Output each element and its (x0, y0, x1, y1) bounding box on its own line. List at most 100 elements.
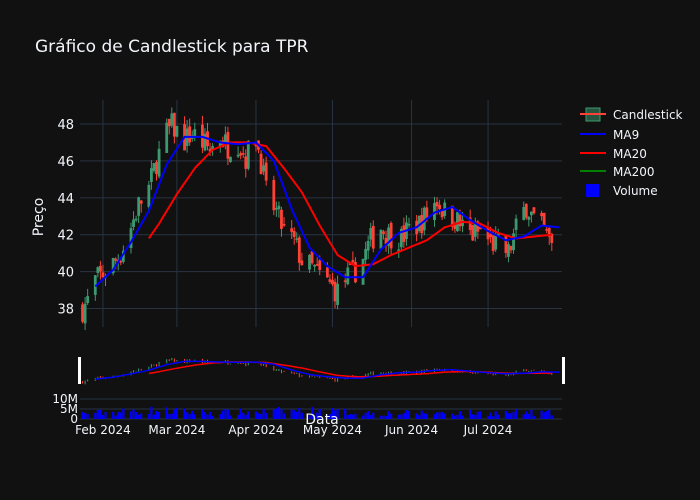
volume-bar (540, 410, 543, 419)
volume-bar (336, 409, 339, 419)
volume-bar (458, 411, 462, 419)
volume-bar (308, 415, 311, 419)
volume-bar (548, 409, 551, 419)
volume-bar (219, 414, 222, 419)
volume-bar (122, 408, 125, 419)
candle-body (529, 211, 533, 216)
volume-bar (354, 413, 357, 419)
legend-item-candlestick[interactable]: Candlestick (580, 107, 683, 122)
volume-bar (237, 415, 240, 419)
x-tick-label: Jul 2024 (463, 423, 513, 437)
tick-label-layer: 38 40 42 44 46 48 Feb 2024 Mar 2024 Apr 2024 May … (52, 118, 512, 437)
candle-body (325, 267, 329, 278)
volume-bar (333, 410, 337, 419)
x-tick-label: Mar 2024 (148, 423, 205, 437)
candle-body (170, 113, 174, 126)
volume-bar (257, 413, 260, 419)
volume-bar (183, 408, 186, 419)
candle-body (450, 205, 454, 227)
legend-item-ma200[interactable]: MA200 (580, 165, 654, 179)
candle-body (172, 112, 176, 137)
y-tick-label: 42 (57, 229, 74, 244)
legend: Candlestick MA9 MA20 MA200 Volume (580, 107, 683, 198)
candle-body (223, 134, 227, 144)
candle-body (99, 265, 102, 272)
volume-bar (379, 415, 383, 419)
volume-bar (435, 412, 439, 419)
volume-bar (173, 409, 176, 419)
volume-bar (382, 415, 385, 419)
volume-bar (112, 411, 115, 419)
legend-item-ma20[interactable]: MA20 (580, 147, 647, 161)
volume-bar (420, 410, 423, 419)
candle-body (547, 227, 551, 237)
volume-bar (86, 413, 89, 419)
candle-body (254, 144, 258, 147)
volume-bar (242, 412, 245, 419)
volume-bar (489, 412, 492, 419)
volume-bar (443, 413, 446, 419)
volume-bar (438, 412, 441, 419)
volume-bar (114, 415, 117, 419)
volume-bar (157, 411, 161, 419)
slider-ma20-line (148, 361, 552, 378)
candle-body (129, 228, 133, 248)
volume-bar (259, 413, 263, 419)
volume-bar (224, 409, 227, 419)
volume-bar (188, 413, 191, 419)
volume-bar (81, 411, 84, 419)
candle-body (328, 279, 332, 282)
candle-body (81, 304, 84, 322)
candle-body (295, 238, 299, 240)
x-tick-label: Apr 2024 (228, 423, 283, 437)
volume-bar (203, 412, 207, 419)
candle-body (402, 225, 406, 243)
candle-body (550, 233, 554, 244)
legend-item-volume[interactable]: Volume (586, 184, 658, 198)
volume-bar (135, 412, 138, 419)
volume-bar (361, 415, 365, 419)
candle-body (244, 156, 248, 169)
candle-body (512, 233, 515, 251)
volume-bar (471, 414, 474, 419)
volume-bar (265, 412, 268, 419)
volume-bar (328, 413, 332, 419)
candle-body (111, 258, 115, 274)
candle-body (382, 231, 385, 234)
volume-bar (351, 414, 354, 419)
volume-bar (293, 410, 296, 419)
candle-body (489, 234, 492, 238)
volume-bar (474, 414, 477, 419)
candle-body (456, 212, 459, 232)
volume-bar (282, 413, 286, 419)
candle-body (297, 237, 301, 263)
volume-bar (453, 415, 456, 419)
x-tick-label: Feb 2024 (75, 423, 131, 437)
moving-average-layer (94, 135, 560, 288)
candle-body (290, 228, 294, 232)
candle-body (369, 228, 373, 240)
volume-bar (550, 415, 553, 419)
rangeslider-left-handle[interactable] (78, 357, 81, 384)
candle-body (119, 260, 123, 263)
volume-bar (99, 409, 102, 419)
candle-body (389, 222, 393, 249)
candle-body (354, 262, 357, 283)
candle-body (157, 148, 161, 177)
candle-body (264, 162, 268, 181)
volume-bar (165, 407, 168, 419)
candle-body (83, 303, 87, 324)
volume-bar (387, 411, 390, 419)
volume-bar (364, 412, 367, 419)
candle-body (147, 184, 151, 208)
rangeslider-right-handle[interactable] (562, 357, 565, 384)
legend-item-ma9[interactable]: MA9 (580, 128, 639, 142)
candle-body (333, 281, 337, 302)
candle-body (282, 224, 286, 226)
volume-bar (201, 409, 204, 419)
candle-body (101, 272, 105, 278)
volume-bar (132, 409, 135, 419)
volume-bar (400, 414, 403, 419)
volume-bar (295, 411, 298, 419)
